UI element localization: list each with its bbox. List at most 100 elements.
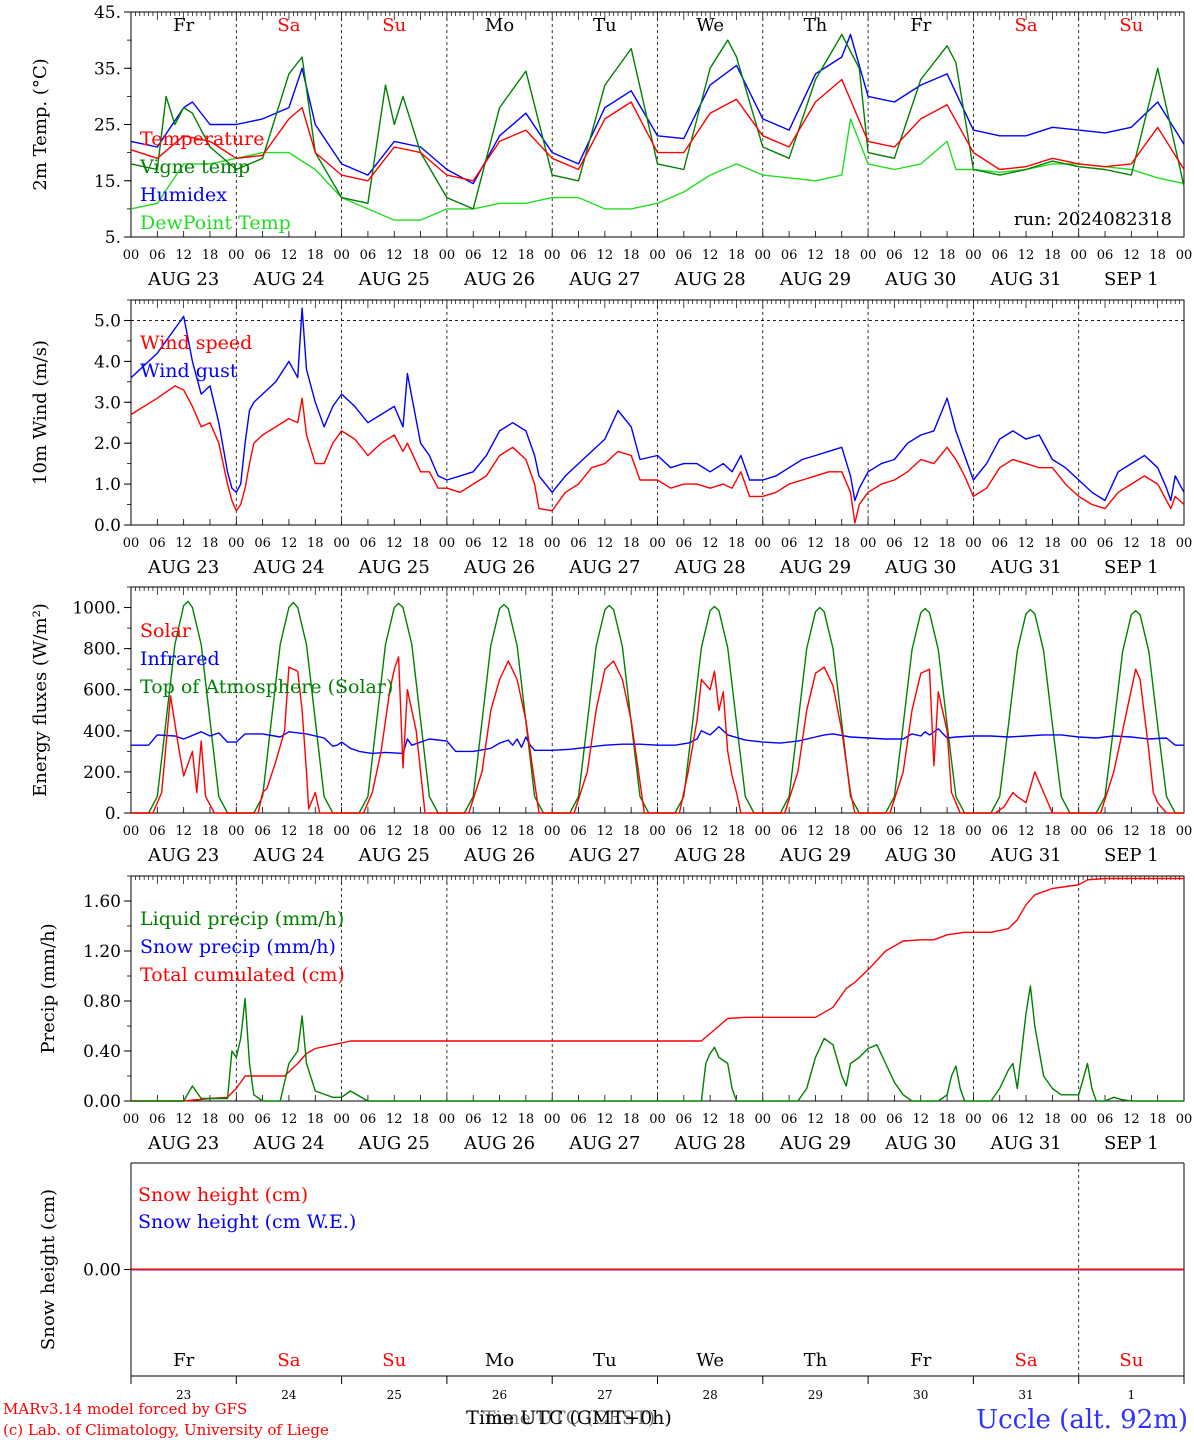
hour-tick-label: 06 <box>886 248 903 263</box>
hour-tick-label: 12 <box>386 248 403 263</box>
hour-tick-label: 00 <box>965 824 982 839</box>
hour-tick-label: 00 <box>333 536 350 551</box>
y-tick-label: 4.0 <box>94 352 121 372</box>
hour-tick-label: 06 <box>465 1112 482 1127</box>
hour-tick-label: 00 <box>228 824 245 839</box>
hour-tick-label: 12 <box>1123 536 1140 551</box>
date-label: AUG 25 <box>358 845 430 866</box>
hour-tick-label: 18 <box>1044 536 1061 551</box>
date-label: AUG 31 <box>989 557 1061 578</box>
legend-entry: Liquid precip (mm/h) <box>140 908 344 930</box>
hour-tick-label: 18 <box>412 248 429 263</box>
hour-tick-label: 06 <box>360 248 377 263</box>
hour-tick-label: 12 <box>281 536 298 551</box>
hour-tick-label: 06 <box>149 1112 166 1127</box>
day-name-label: Sa <box>1015 15 1038 36</box>
hour-tick-label: 12 <box>597 824 614 839</box>
hour-tick-label: 18 <box>939 1112 956 1127</box>
hour-tick-label: 00 <box>755 1112 772 1127</box>
hour-tick-label: 12 <box>1018 1112 1035 1127</box>
hour-tick-label: 18 <box>728 248 745 263</box>
y-axis-label: 10m Wind (m/s) <box>30 340 51 485</box>
snow-panel: 0.00 Snow height (cm) Snow height (cm) Snow… <box>38 1162 1185 1402</box>
hour-tick-label: 00 <box>1176 1112 1193 1127</box>
hour-tick-label: 12 <box>1018 536 1035 551</box>
day-name-label: Fr <box>910 15 931 36</box>
hour-tick-label: 12 <box>912 248 929 263</box>
date-label: AUG 26 <box>463 557 535 578</box>
date-label: AUG 29 <box>779 845 851 866</box>
legend-entry: Humidex <box>140 184 227 206</box>
day-number-label: 28 <box>703 1388 718 1402</box>
hour-tick-label: 12 <box>807 1112 824 1127</box>
hour-tick-label: 00 <box>228 248 245 263</box>
hour-tick-label: 18 <box>1149 536 1166 551</box>
series-line-temperature <box>130 78 1185 182</box>
hour-tick-label: 18 <box>412 824 429 839</box>
day-number-label: 24 <box>281 1388 297 1402</box>
hour-tick-label: 06 <box>676 1112 693 1127</box>
hour-tick-label: 06 <box>465 536 482 551</box>
legend-entry: Snow precip (mm/h) <box>140 936 336 958</box>
hour-tick-label: 00 <box>860 824 877 839</box>
y-tick-label: 0.00 <box>83 1261 121 1281</box>
date-label: AUG 24 <box>252 557 324 578</box>
hour-tick-label: 00 <box>1070 824 1087 839</box>
hour-tick-label: 06 <box>991 536 1008 551</box>
day-name-label: Mo <box>485 1350 514 1371</box>
y-tick-label: 0.80 <box>83 992 121 1012</box>
y-tick-label: 400. <box>83 722 121 742</box>
hour-tick-label: 12 <box>386 536 403 551</box>
hour-tick-label: 18 <box>202 1112 219 1127</box>
hour-tick-label: 00 <box>1070 536 1087 551</box>
y-axis-label: 2m Temp. (°C) <box>30 58 51 190</box>
model-credit: MARv3.14 model forced by GFS <box>3 1400 247 1418</box>
day-number-label: 25 <box>387 1388 402 1402</box>
date-label: AUG 28 <box>674 1133 746 1154</box>
date-label: AUG 31 <box>989 1133 1061 1154</box>
day-name-label: We <box>696 1350 724 1371</box>
hour-tick-label: 00 <box>1176 824 1193 839</box>
day-number-label: 31 <box>1018 1388 1033 1402</box>
y-tick-label: 0. <box>105 804 121 824</box>
date-label: AUG 27 <box>568 557 640 578</box>
date-label: AUG 27 <box>568 269 640 290</box>
hour-tick-label: 12 <box>175 824 192 839</box>
y-tick-label: 600. <box>83 681 121 701</box>
hour-tick-label: 12 <box>807 536 824 551</box>
date-label: AUG 29 <box>779 269 851 290</box>
y-tick-label: 5.0 <box>94 311 121 331</box>
hour-tick-label: 00 <box>1176 248 1193 263</box>
day-name-label: Fr <box>910 1350 931 1371</box>
day-name-label: Su <box>382 15 406 36</box>
day-number-label: 1 <box>1128 1388 1136 1402</box>
hour-tick-label: 12 <box>491 248 508 263</box>
day-name-label: Tu <box>593 1350 617 1371</box>
legend-entry: Temperature <box>140 128 264 150</box>
hour-tick-label: 12 <box>1123 248 1140 263</box>
hour-tick-label: 18 <box>728 536 745 551</box>
date-label: SEP 1 <box>1104 845 1159 866</box>
hour-tick-label: 12 <box>491 536 508 551</box>
hour-tick-label: 12 <box>912 536 929 551</box>
date-label: AUG 25 <box>358 557 430 578</box>
date-label: AUG 31 <box>989 845 1061 866</box>
date-label: AUG 23 <box>147 845 219 866</box>
hour-tick-label: 18 <box>518 536 535 551</box>
hour-tick-label: 06 <box>1097 824 1114 839</box>
y-tick-label: 0.0 <box>94 516 121 536</box>
hour-tick-label: 06 <box>886 536 903 551</box>
day-number-label: 26 <box>492 1388 507 1402</box>
hour-tick-label: 00 <box>123 824 140 839</box>
day-name-label: Su <box>1119 1350 1143 1371</box>
hour-tick-label: 06 <box>676 824 693 839</box>
series-line-infrared <box>131 726 1184 755</box>
hour-tick-label: 00 <box>649 248 666 263</box>
hour-tick-label: 18 <box>412 1112 429 1127</box>
date-label: AUG 29 <box>779 1133 851 1154</box>
legend-entry: Solar <box>140 620 192 642</box>
day-number-label: 29 <box>808 1388 823 1402</box>
hour-tick-label: 12 <box>491 1112 508 1127</box>
y-tick-label: 2.0 <box>94 434 121 454</box>
hour-tick-label: 06 <box>991 248 1008 263</box>
